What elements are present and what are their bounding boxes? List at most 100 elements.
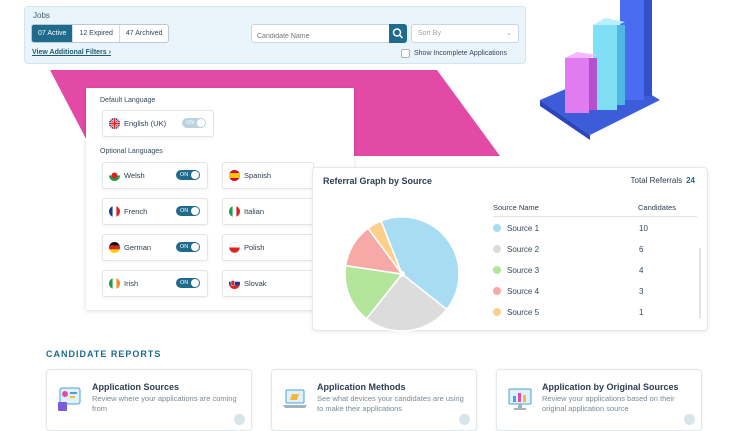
germany-flag-icon — [109, 242, 120, 253]
segment-active[interactable]: 07 Active — [32, 25, 73, 42]
referral-graph-title: Referral Graph by Source — [323, 176, 433, 186]
source-row: Source 1 10 — [493, 224, 697, 233]
source-name: Source 1 — [507, 224, 540, 233]
total-referrals: Total Referrals 24 — [631, 176, 695, 185]
report-card-description: Review your applications based on their … — [542, 394, 675, 413]
language-name: Spanish — [244, 171, 272, 180]
language-toggle[interactable]: ON — [182, 118, 206, 128]
language-name: Irish — [124, 279, 139, 288]
source-count: 4 — [639, 266, 644, 275]
jobs-title: Jobs — [33, 11, 50, 20]
language-card-slovak: Slovak — [222, 270, 314, 297]
slovakia-flag-icon — [229, 278, 240, 289]
report-card-title: Application by Original Sources — [542, 382, 679, 392]
uk-flag-icon — [109, 118, 120, 129]
source-color-dot — [493, 308, 501, 316]
language-card-irish: Irish ON — [102, 270, 208, 297]
report-card-description: Review where your applications are comin… — [92, 394, 237, 413]
total-referrals-value: 24 — [686, 176, 695, 185]
filters-link-label: View Additional Filters — [32, 49, 107, 56]
pie-slice-source-1 — [380, 216, 460, 311]
source-count: 6 — [639, 245, 644, 254]
referral-graph-panel: Referral Graph by Source Total Referrals… — [312, 167, 708, 332]
laptop-illustration-icon — [283, 389, 307, 408]
default-language-header: Default Language — [100, 97, 156, 104]
source-color-dot — [493, 287, 501, 295]
pie-slice-source-5 — [366, 220, 403, 275]
report-card-application-by-original-sources[interactable]: Application by Original Sources Review y… — [496, 369, 702, 431]
language-name: Slovak — [244, 279, 267, 288]
sort-by-select[interactable]: Sort By ⌄ — [411, 24, 519, 43]
language-toggle[interactable]: ON — [176, 278, 200, 288]
language-toggle[interactable]: ON — [176, 170, 200, 180]
language-card-french: French ON — [102, 198, 208, 225]
source-row: Source 2 6 — [493, 245, 697, 254]
jobs-status-segments: 07 Active 12 Expired 47 Archived — [31, 24, 170, 43]
france-flag-icon — [109, 206, 120, 217]
pie-center-dot — [399, 271, 405, 277]
source-count: 1 — [639, 308, 644, 317]
candidate-name-field — [251, 24, 391, 44]
source-table-header: Source Name Candidates — [493, 203, 697, 217]
language-name: Polish — [244, 243, 265, 252]
source-name: Source 5 — [507, 308, 540, 317]
language-toggle[interactable]: ON — [176, 206, 200, 216]
language-name: Italian — [244, 207, 265, 216]
language-card-spanish: Spanish — [222, 162, 314, 189]
source-row: Source 4 3 — [493, 287, 697, 296]
italy-flag-icon — [229, 206, 240, 217]
wales-flag-icon — [109, 170, 120, 181]
optional-languages-header: Optional Languages — [100, 148, 163, 155]
jobs-panel: Jobs 07 Active 12 Expired 47 Archived Vi… — [24, 6, 526, 64]
view-additional-filters-link[interactable]: View Additional Filters › — [32, 49, 111, 56]
language-name: German — [124, 243, 152, 252]
pie-slice-source-3 — [344, 264, 404, 320]
source-name: Source 4 — [507, 287, 540, 296]
language-card-german: German ON — [102, 234, 208, 261]
col-candidates: Candidates — [638, 203, 676, 212]
source-row: Source 5 1 — [493, 308, 697, 317]
source-color-dot — [493, 224, 501, 232]
candidate-name-input[interactable] — [252, 29, 390, 44]
report-card-application-sources[interactable]: Application Sources Review where your ap… — [46, 369, 252, 431]
language-name: English (UK) — [124, 119, 167, 128]
report-card-title: Application Sources — [92, 382, 180, 392]
devices-illustration-icon — [58, 387, 81, 411]
sort-by-placeholder: Sort By — [418, 30, 441, 37]
language-panel: Default Language English (UK) ON Optiona… — [86, 88, 354, 310]
search-button[interactable] — [389, 24, 407, 43]
report-card-description: See what devices your candidates are usi… — [317, 394, 464, 413]
chevron-down-icon: ⌄ — [506, 30, 512, 37]
segment-expired[interactable]: 12 Expired — [72, 25, 118, 42]
incomplete-label: Show Incomplete Applications — [414, 50, 507, 57]
source-name: Source 3 — [507, 266, 540, 275]
report-card-application-methods[interactable]: Application Methods See what devices you… — [271, 369, 477, 431]
segment-archived[interactable]: 47 Archived — [118, 25, 169, 42]
language-toggle[interactable]: ON — [176, 242, 200, 252]
monitor-chart-icon — [508, 388, 532, 410]
total-referrals-label: Total Referrals — [630, 176, 683, 185]
source-count: 10 — [639, 224, 648, 233]
show-incomplete-applications[interactable]: Show Incomplete Applications — [401, 49, 507, 58]
source-color-dot — [493, 245, 501, 253]
poland-flag-icon — [229, 242, 240, 253]
candidate-reports-title: CANDIDATE REPORTS — [46, 349, 162, 359]
language-card-english: English (UK) ON — [102, 110, 214, 137]
language-card-welsh: Welsh ON — [102, 162, 208, 189]
spain-flag-icon — [229, 170, 240, 181]
source-color-dot — [493, 266, 501, 274]
language-card-polish: Polish — [222, 234, 314, 261]
report-card-title: Application Methods — [317, 382, 406, 392]
incomplete-checkbox[interactable] — [401, 49, 410, 58]
language-name: Welsh — [124, 171, 145, 180]
source-name: Source 2 — [507, 245, 540, 254]
language-name: French — [124, 207, 148, 216]
decorative-3d-chart — [540, 0, 660, 140]
referral-pie-chart — [344, 216, 460, 332]
source-count: 3 — [639, 287, 644, 296]
language-card-italian: Italian — [222, 198, 314, 225]
source-table-scrollbar[interactable] — [699, 248, 701, 318]
pie-slice-source-2 — [365, 272, 448, 332]
search-icon — [392, 28, 404, 39]
col-source-name: Source Name — [493, 203, 539, 212]
